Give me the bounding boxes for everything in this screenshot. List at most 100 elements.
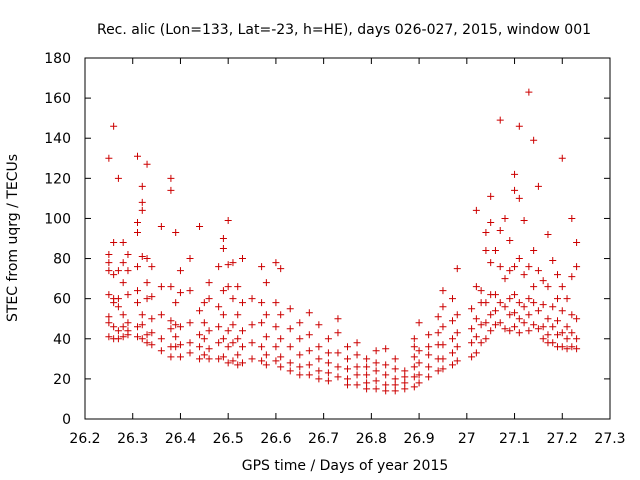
data-point-marker	[453, 343, 461, 351]
data-point-marker	[487, 259, 495, 267]
data-point-marker	[124, 251, 132, 259]
data-point-marker	[549, 303, 557, 311]
y-tick-label: 100	[44, 211, 71, 227]
data-point-marker	[334, 373, 342, 381]
data-point-marker	[353, 351, 361, 359]
data-point-marker	[425, 331, 433, 339]
data-point-marker	[105, 251, 113, 259]
data-point-marker	[148, 315, 156, 323]
data-point-marker	[143, 295, 151, 303]
data-point-marker	[172, 228, 180, 236]
data-point-marker	[539, 277, 547, 285]
data-point-marker	[196, 307, 204, 315]
data-point-marker	[482, 319, 490, 327]
data-point-marker	[186, 339, 194, 347]
data-point-marker	[573, 239, 581, 247]
data-point-marker	[296, 363, 304, 371]
data-point-marker	[138, 206, 146, 214]
data-point-marker	[515, 194, 523, 202]
data-point-marker	[453, 265, 461, 273]
y-tick-label: 40	[53, 332, 71, 348]
data-point-marker	[425, 373, 433, 381]
x-tick-label: 26.9	[404, 431, 435, 447]
data-point-marker	[401, 385, 409, 393]
data-point-marker	[114, 295, 122, 303]
data-point-marker	[324, 335, 332, 343]
data-point-marker	[248, 321, 256, 329]
data-point-marker	[530, 247, 538, 255]
data-point-marker	[305, 309, 313, 317]
data-point-marker	[305, 331, 313, 339]
data-point-marker	[324, 377, 332, 385]
data-point-marker	[286, 305, 294, 313]
data-point-marker	[248, 295, 256, 303]
data-point-marker	[315, 375, 323, 383]
y-axis-label: STEC from uqrg / TECUs	[5, 154, 21, 322]
data-point-marker	[219, 335, 227, 343]
data-point-marker	[224, 216, 232, 224]
data-point-marker	[534, 182, 542, 190]
x-tick-label: 26.7	[308, 431, 339, 447]
data-point-marker	[229, 295, 237, 303]
data-point-marker	[391, 365, 399, 373]
data-point-marker	[110, 323, 118, 331]
data-point-marker	[110, 271, 118, 279]
data-point-marker	[415, 371, 423, 379]
data-point-marker	[324, 369, 332, 377]
data-point-marker	[410, 335, 418, 343]
data-point-marker	[573, 263, 581, 271]
data-point-marker	[477, 287, 485, 295]
data-point-marker	[234, 361, 242, 369]
data-point-marker	[511, 309, 519, 317]
data-point-marker	[506, 311, 514, 319]
data-point-marker	[434, 329, 442, 337]
x-tick-label: 26.2	[69, 431, 100, 447]
data-point-marker	[124, 291, 132, 299]
data-point-marker	[372, 359, 380, 367]
data-point-marker	[568, 329, 576, 337]
data-point-marker	[410, 383, 418, 391]
data-point-marker	[272, 323, 280, 331]
data-point-marker	[205, 355, 213, 363]
x-tick-label: 26.8	[356, 431, 387, 447]
y-tick-label: 0	[62, 412, 71, 428]
data-point-marker	[525, 88, 533, 96]
data-point-marker	[401, 367, 409, 375]
data-point-marker	[372, 377, 380, 385]
data-point-marker	[200, 299, 208, 307]
data-point-marker	[205, 295, 213, 303]
data-point-marker	[219, 245, 227, 253]
data-point-marker	[272, 299, 280, 307]
data-point-marker	[515, 255, 523, 263]
data-point-marker	[105, 319, 113, 327]
data-point-marker	[262, 361, 270, 369]
data-point-marker	[382, 345, 390, 353]
data-point-marker	[482, 247, 490, 255]
data-point-marker	[296, 319, 304, 327]
data-point-marker	[143, 160, 151, 168]
data-point-marker	[138, 335, 146, 343]
data-point-marker	[568, 273, 576, 281]
axis-ticks: 26.2 26.3 26.4 26.5 26.6 26.7 26.8 26.9 27 27.1 27…	[44, 51, 625, 447]
data-point-marker	[563, 345, 571, 353]
data-point-marker	[353, 339, 361, 347]
data-point-marker	[563, 323, 571, 331]
data-point-marker	[262, 279, 270, 287]
data-point-marker	[439, 365, 447, 373]
data-point-marker	[262, 333, 270, 341]
data-point-marker	[382, 361, 390, 369]
data-point-marker	[353, 381, 361, 389]
data-point-marker	[176, 341, 184, 349]
data-point-marker	[157, 222, 165, 230]
data-point-marker	[286, 325, 294, 333]
data-point-marker	[573, 335, 581, 343]
data-point-marker	[491, 321, 499, 329]
data-point-marker	[176, 267, 184, 275]
data-point-marker	[224, 327, 232, 335]
data-point-marker	[305, 361, 313, 369]
data-point-marker	[176, 289, 184, 297]
data-point-marker	[468, 325, 476, 333]
data-point-marker	[501, 275, 509, 283]
data-point-marker	[468, 339, 476, 347]
data-point-marker	[324, 349, 332, 357]
